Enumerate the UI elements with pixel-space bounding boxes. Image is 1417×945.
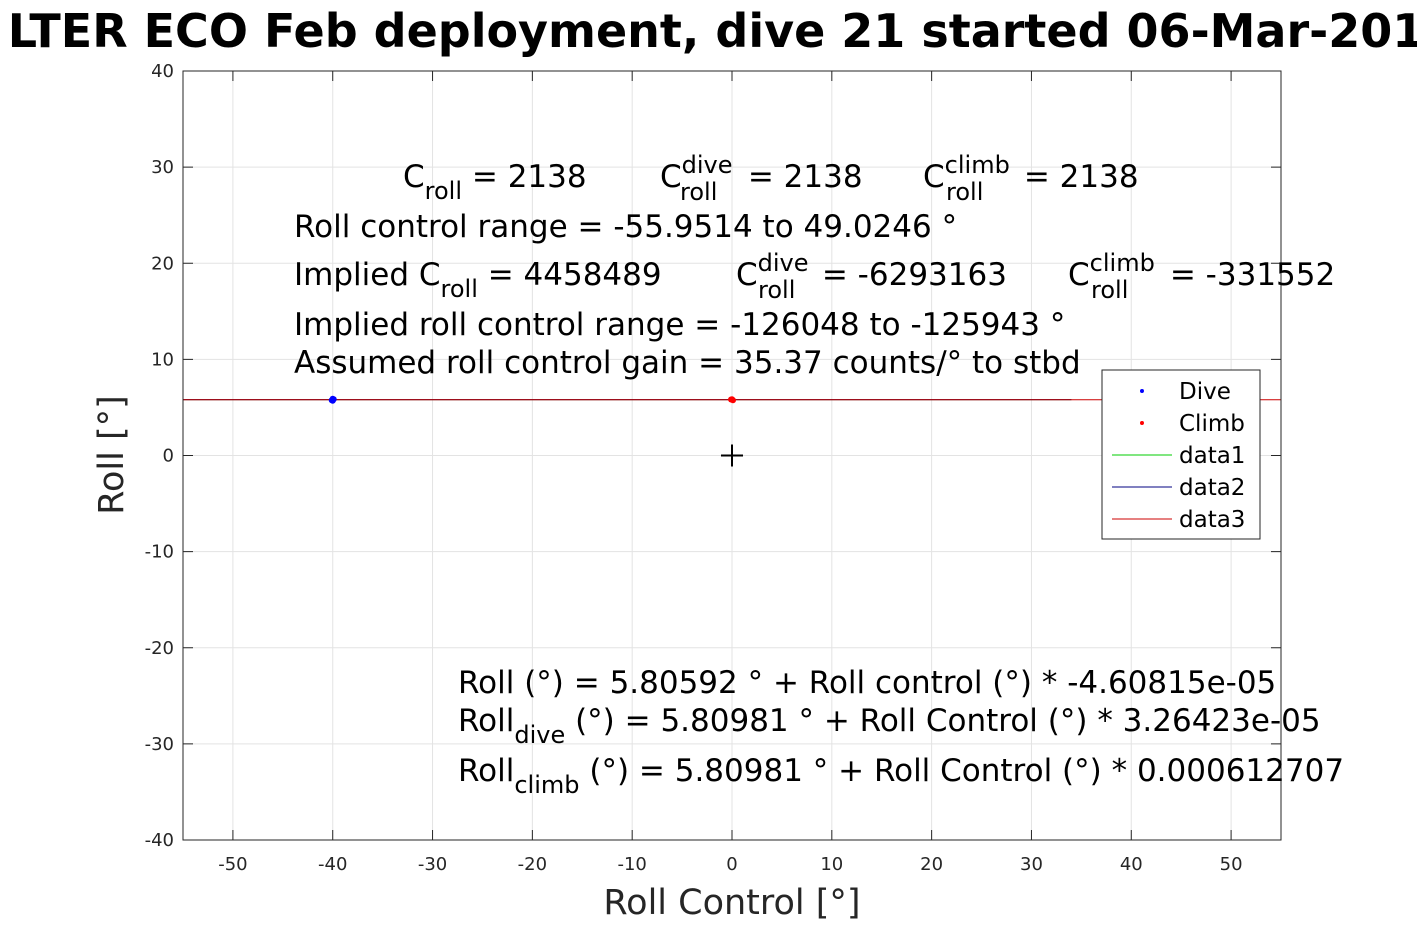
legend-marker-dive (1140, 389, 1144, 393)
x-tick-label: 50 (1220, 854, 1243, 875)
assumed-gain: Assumed roll control gain = 35.37 counts… (294, 345, 1081, 381)
x-tick-label: 40 (1120, 854, 1143, 875)
x-tick-label: -30 (418, 854, 447, 875)
y-axis-label: Roll [°] (92, 395, 132, 515)
data-point-climb (728, 396, 735, 403)
ticks: -50 -40 -30 -20 -10 0 10 20 30 40 50 -40 -30 -20 -10 0 1… (145, 61, 1281, 875)
x-tick-label: -50 (218, 854, 247, 875)
legend-marker-climb (1140, 421, 1144, 425)
annotations: Croll = 2138 Cdive roll = 2138 Cclimb roll… (294, 151, 1344, 799)
y-tick-label: 10 (151, 349, 174, 370)
x-tick-label: -10 (617, 854, 646, 875)
y-tick-label: -30 (145, 734, 174, 755)
fit-dive: Rolldive (°) = 5.80981 ° + Roll Control … (458, 703, 1321, 749)
implied-roll-control-range: Implied roll control range = -126048 to … (294, 307, 1065, 343)
legend: Dive Climb data1 data2 data3 (1101, 369, 1261, 540)
data-point-dive (328, 397, 335, 404)
implied-c-roll: Implied Croll = 4458489 (294, 257, 662, 303)
fit-overall: Roll (°) = 5.80592 ° + Roll control (°) … (458, 665, 1276, 701)
x-tick-label: 30 (1020, 854, 1043, 875)
c-dive-annotation: Cdive roll = 2138 (660, 151, 863, 206)
roll-control-range: Roll control range = -55.9514 to 49.0246… (294, 209, 957, 245)
legend-label: Climb (1179, 411, 1245, 437)
x-tick-label: -40 (318, 854, 347, 875)
y-tick-label: -20 (145, 638, 174, 659)
y-tick-label: 0 (163, 446, 174, 467)
legend-label: data3 (1179, 507, 1245, 533)
y-tick-label: 30 (151, 157, 174, 178)
implied-c-climb: Cclimb roll = -331552 (1068, 249, 1335, 304)
fit-climb: Rollclimb (°) = 5.80981 ° + Roll Control… (458, 753, 1344, 799)
c-climb-annotation: Cclimb roll = 2138 (923, 151, 1139, 206)
x-tick-label: -20 (518, 854, 547, 875)
legend-label: data1 (1179, 443, 1245, 469)
y-tick-label: 20 (151, 253, 174, 274)
x-tick-label: 20 (920, 854, 943, 875)
implied-c-dive: Cdive roll = -6293163 (736, 249, 1007, 304)
chart-title: LTER ECO Feb deployment, dive 21 started… (8, 4, 1417, 58)
x-tick-label: 10 (820, 854, 843, 875)
legend-label: data2 (1179, 475, 1245, 501)
legend-label: Dive (1179, 379, 1231, 405)
plot-frame (182, 70, 1282, 841)
y-tick-label: -40 (145, 830, 174, 851)
x-tick-label: 0 (726, 854, 737, 875)
y-tick-label: 40 (151, 61, 174, 82)
y-tick-label: -10 (145, 542, 174, 563)
x-axis-label: Roll Control [°] (603, 883, 860, 923)
data-marks (183, 395, 1281, 467)
c-roll-annotation: Croll = 2138 (403, 159, 587, 205)
